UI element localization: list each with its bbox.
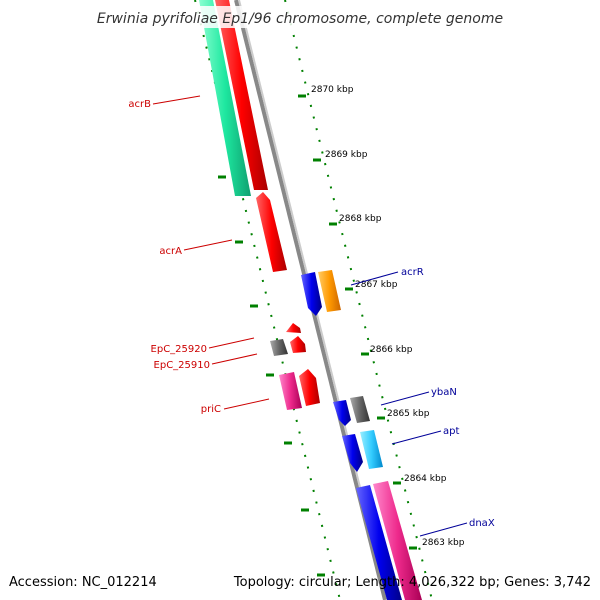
gene-label-priC[interactable]: priC [201, 404, 221, 415]
gene-dnaX-cds [356, 485, 402, 600]
gene-EpC_25920-cds [286, 323, 301, 333]
gene-label-acrB[interactable]: acrB [128, 99, 151, 110]
tick-label: 2867 kbp [355, 280, 398, 290]
label-leader-lines [152, 95, 468, 537]
feature-bar-cyan [360, 430, 383, 469]
gene-ybaN-cds [333, 400, 351, 426]
gene-label-acrR[interactable]: acrR [401, 267, 424, 278]
tick-label: 2864 kbp [404, 474, 447, 484]
tick-label: 2870 kbp [311, 85, 354, 95]
map-title: Erwinia pyrifoliae Ep1/96 chromosome, co… [97, 11, 503, 27]
tick-label: 2865 kbp [387, 409, 430, 419]
feature-bar-pink [279, 372, 302, 410]
gene-label-dnaX[interactable]: dnaX [469, 518, 495, 529]
forward-strand-features [301, 270, 422, 600]
gene-other-gray [270, 339, 288, 356]
feature-bar-green [199, 0, 251, 196]
gene-label-ybaN[interactable]: ybaN [431, 387, 457, 398]
outer-tick-marks [298, 94, 417, 550]
gene-label-acrA[interactable]: acrA [159, 246, 182, 257]
accession-text: Accession: NC_012214 [9, 575, 157, 590]
gene-priC-cds [299, 369, 320, 406]
gene-label-EpC_25920[interactable]: EpC_25920 [151, 344, 207, 355]
gene-labels: acrB acrA EpC_25920 EpC_25910 priC acrR … [128, 99, 494, 529]
gene-other-gray [350, 396, 370, 423]
tick-label: 2866 kbp [370, 345, 413, 355]
gene-acrA-cds [256, 192, 287, 272]
tick-label: 2869 kbp [325, 150, 368, 160]
gene-apt-cds [342, 434, 363, 472]
gene-label-apt[interactable]: apt [443, 426, 459, 437]
gene-acrR-cds [301, 272, 322, 316]
tick-labels: 2870 kbp 2869 kbp 2868 kbp 2867 kbp 2866… [311, 85, 465, 548]
gene-EpC_25910-cds [290, 336, 306, 353]
tick-label: 2863 kbp [422, 538, 465, 548]
feature-bar-orange [318, 270, 341, 312]
genome-summary-text: Topology: circular; Length: 4,026,322 bp… [233, 575, 591, 590]
reverse-strand-features [199, 0, 320, 410]
gene-acrB-cds [215, 0, 268, 190]
feature-bar-pink [373, 481, 422, 600]
gene-label-EpC_25910[interactable]: EpC_25910 [154, 360, 210, 371]
tick-label: 2868 kbp [339, 214, 382, 224]
